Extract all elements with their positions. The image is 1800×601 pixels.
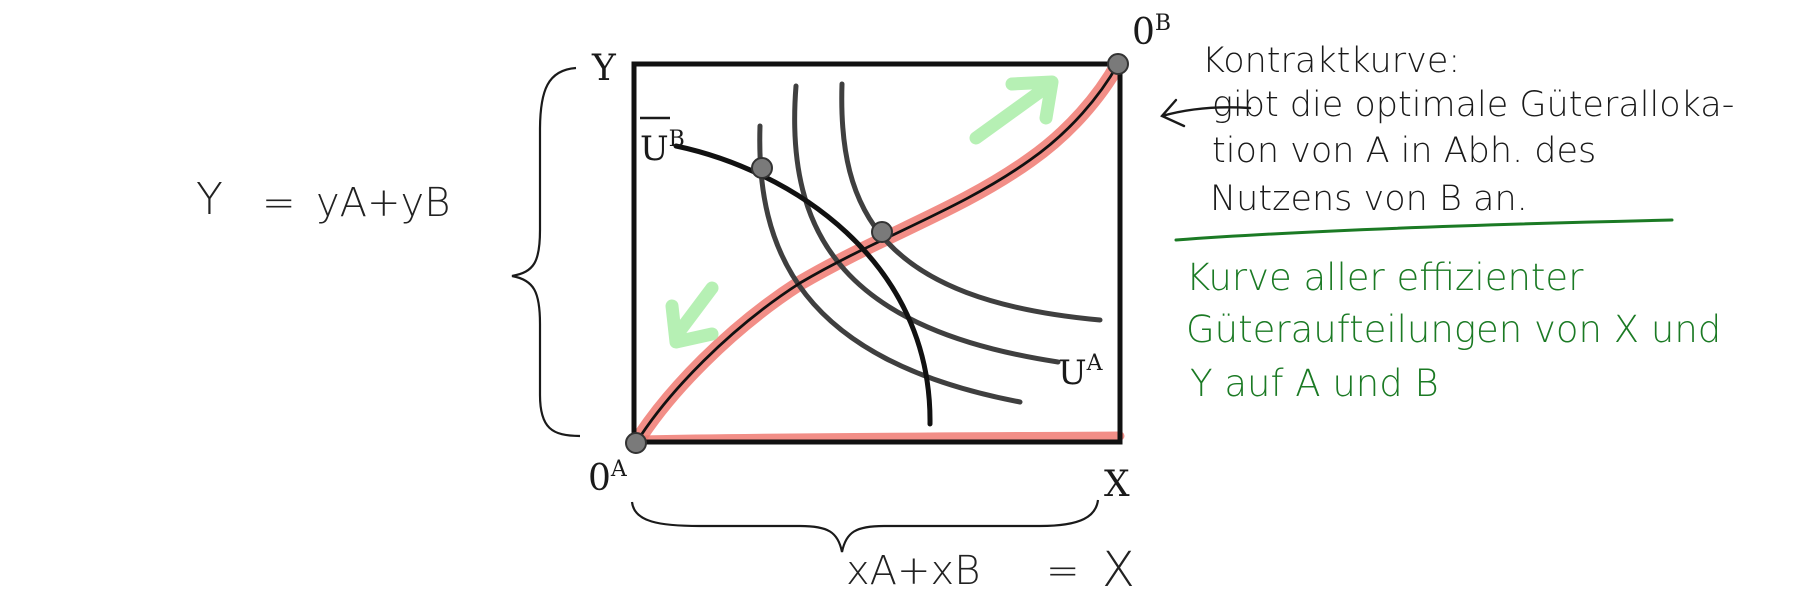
- green-line-3: Y auf A und B: [1190, 362, 1439, 405]
- ua-curve-2: [792, 83, 1061, 365]
- edgeworth-box: [631, 61, 1123, 445]
- note-line-1: Kontraktkurve:: [1202, 41, 1460, 81]
- note-separator: [1174, 218, 1674, 242]
- svg-text:X: X: [1102, 542, 1135, 598]
- y-brace: [511, 66, 581, 438]
- origin-b-label: 0B: [1132, 11, 1171, 53]
- green-arrow-up: [969, 75, 1059, 145]
- origin-a-point: [625, 432, 647, 454]
- green-line-1: Kurve aller effizienter: [1186, 256, 1584, 299]
- ub-label: UB: [640, 127, 685, 169]
- tangency-point: [871, 221, 893, 243]
- ub-curve: [673, 143, 933, 427]
- x-brace: [630, 499, 1100, 553]
- green-arrow-down: [665, 281, 719, 349]
- ua-label: UA: [1058, 351, 1104, 393]
- efficiency-note: Kurve aller effizienter Güteraufteilunge…: [1186, 256, 1721, 405]
- note-line-2: gibt die optimale Güteralloka-: [1212, 85, 1734, 125]
- contract-curve-note: Kontraktkurve: gibt die optimale Güteral…: [1202, 41, 1734, 219]
- intersection-point-1: [751, 157, 773, 179]
- svg-text:yA+yB: yA+yB: [316, 180, 450, 226]
- x-axis-label: X: [1104, 464, 1130, 505]
- origin-a-label: 0A: [588, 457, 628, 499]
- origin-b-point: [1107, 53, 1129, 75]
- svg-text:Y: Y: [196, 174, 223, 225]
- green-line-2: Güteraufteilungen von X und: [1186, 308, 1721, 351]
- note-line-4: Nutzens von B an.: [1210, 179, 1528, 219]
- note-pointer-arrow: [1160, 98, 1252, 128]
- svg-text:=: =: [262, 180, 296, 226]
- bottom-edge-highlight: [635, 431, 1125, 445]
- y-axis-label: Y: [591, 48, 617, 89]
- svg-text:=: =: [1046, 548, 1080, 594]
- svg-text:xA+xB: xA+xB: [846, 548, 980, 594]
- y-equation: Y = yA+yB: [196, 174, 450, 226]
- note-line-3: tion von A in Abh. des: [1212, 131, 1596, 171]
- x-equation: xA+xB = X: [846, 542, 1135, 598]
